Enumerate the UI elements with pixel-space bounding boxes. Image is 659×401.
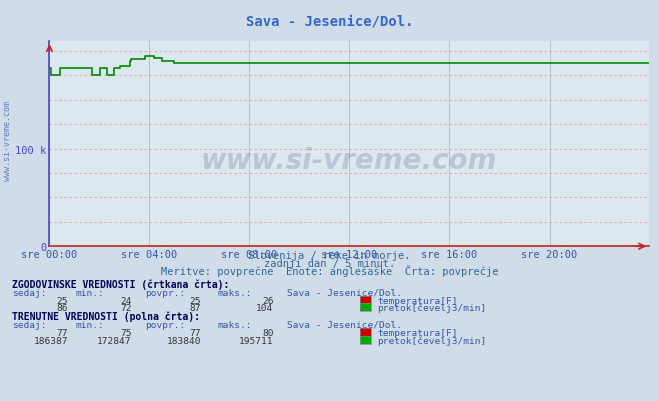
Text: 183840: 183840 [167, 336, 201, 345]
Text: 25: 25 [190, 296, 201, 305]
Text: temperatura[F]: temperatura[F] [377, 296, 457, 305]
Text: 75: 75 [121, 328, 132, 337]
Text: 77: 77 [57, 328, 68, 337]
Text: 72: 72 [121, 304, 132, 312]
Text: Slovenija / reke in morje.: Slovenija / reke in morje. [248, 251, 411, 261]
Text: min.:: min.: [76, 288, 105, 297]
Text: 26: 26 [262, 296, 273, 305]
Text: sedaj:: sedaj: [12, 320, 46, 329]
Text: Sava - Jesenice/Dol.: Sava - Jesenice/Dol. [287, 288, 402, 297]
Text: 172847: 172847 [98, 336, 132, 345]
Text: 25: 25 [57, 296, 68, 305]
Text: min.:: min.: [76, 320, 105, 329]
Text: Sava - Jesenice/Dol.: Sava - Jesenice/Dol. [246, 14, 413, 28]
Text: povpr.:: povpr.: [145, 320, 185, 329]
Text: 186387: 186387 [34, 336, 68, 345]
Text: www.si-vreme.com: www.si-vreme.com [201, 147, 498, 175]
Text: Meritve: povprečne  Enote: anglešaške  Črta: povprečje: Meritve: povprečne Enote: anglešaške Črt… [161, 265, 498, 277]
Text: 80: 80 [262, 328, 273, 337]
Text: povpr.:: povpr.: [145, 288, 185, 297]
Text: TRENUTNE VREDNOSTI (polna črta):: TRENUTNE VREDNOSTI (polna črta): [12, 310, 200, 321]
Text: maks.:: maks.: [217, 320, 252, 329]
Text: 24: 24 [121, 296, 132, 305]
Text: ZGODOVINSKE VREDNOSTI (črtkana črta):: ZGODOVINSKE VREDNOSTI (črtkana črta): [12, 279, 229, 289]
Text: zadnji dan / 5 minut.: zadnji dan / 5 minut. [264, 259, 395, 269]
Text: 87: 87 [190, 304, 201, 312]
Text: 195711: 195711 [239, 336, 273, 345]
Text: temperatura[F]: temperatura[F] [377, 328, 457, 337]
Text: Sava - Jesenice/Dol.: Sava - Jesenice/Dol. [287, 320, 402, 329]
Text: 77: 77 [190, 328, 201, 337]
Text: 104: 104 [256, 304, 273, 312]
Text: maks.:: maks.: [217, 288, 252, 297]
Text: www.si-vreme.com: www.si-vreme.com [3, 100, 13, 180]
Text: pretok[čevelj3/min]: pretok[čevelj3/min] [377, 303, 486, 312]
Text: 86: 86 [57, 304, 68, 312]
Text: sedaj:: sedaj: [12, 288, 46, 297]
Text: pretok[čevelj3/min]: pretok[čevelj3/min] [377, 335, 486, 345]
